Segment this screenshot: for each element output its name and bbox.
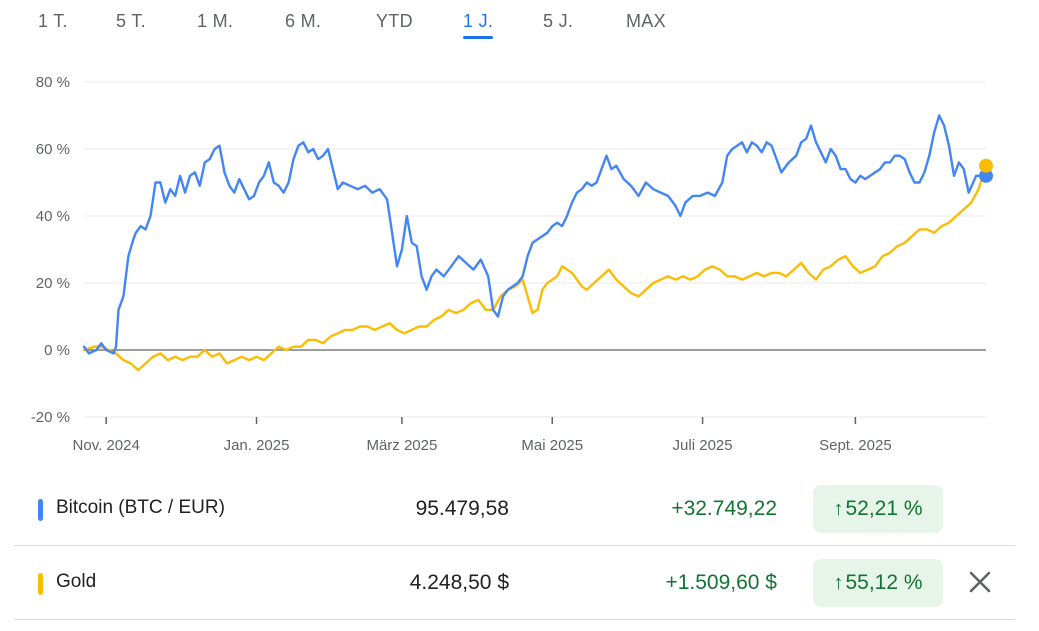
series-name: Bitcoin (BTC / EUR) xyxy=(56,497,225,518)
arrow-up-icon: ↑ xyxy=(833,498,844,520)
tab-1-day[interactable]: 1 T. xyxy=(38,11,68,31)
series-change: +1.509,60 $ xyxy=(665,571,777,594)
series-endpoint-gold xyxy=(979,158,993,173)
tab-6-months[interactable]: 6 M. xyxy=(285,11,322,31)
percent-change-badge: ↑55,12 % xyxy=(813,559,943,607)
x-tick-label: Jan. 2025 xyxy=(224,437,290,454)
series-price: 95.479,58 xyxy=(415,497,509,520)
tab-5-years[interactable]: 5 J. xyxy=(543,11,574,31)
tab-5-days[interactable]: 5 T. xyxy=(116,11,146,31)
range-tabs: 1 T. 5 T. 1 M. 6 M. YTD 1 J. 5 J. MAX xyxy=(0,0,1039,44)
comparison-chart[interactable]: 80 % 60 % 40 % 20 % 0 % -20 % Nov. 2024 Jan. 2… xyxy=(0,60,1039,470)
series-change: +32.749,22 xyxy=(671,497,777,520)
percent-change-value: 55,12 % xyxy=(845,571,923,594)
x-tick-label: März 2025 xyxy=(366,437,437,454)
tab-ytd[interactable]: YTD xyxy=(376,11,413,31)
percent-change-value: 52,21 % xyxy=(845,497,923,520)
arrow-up-icon: ↑ xyxy=(833,572,844,594)
x-tick-label: Mai 2025 xyxy=(521,437,583,454)
x-axis: Nov. 2024 Jan. 2025 März 2025 Mai 2025 Juli … xyxy=(73,417,892,454)
y-tick-label: 20 % xyxy=(36,275,70,292)
series-color-swatch xyxy=(38,499,43,521)
series-endpoint-bitcoin xyxy=(979,168,993,183)
tab-1-year[interactable]: 1 J. xyxy=(463,8,494,39)
tab-1-month[interactable]: 1 M. xyxy=(197,11,234,31)
y-tick-label: 60 % xyxy=(36,141,70,158)
y-tick-label: 40 % xyxy=(36,208,70,225)
series-color-swatch xyxy=(38,573,43,595)
x-tick-label: Juli 2025 xyxy=(673,437,733,454)
series-line-gold xyxy=(82,164,988,372)
y-tick-label: 80 % xyxy=(36,74,70,91)
series-name: Gold xyxy=(56,571,97,592)
tab-max[interactable]: MAX xyxy=(626,11,666,31)
percent-change-badge: ↑52,21 % xyxy=(813,485,943,533)
series-price: 4.248,50 $ xyxy=(409,571,509,594)
series-row-bitcoin[interactable]: Bitcoin (BTC / EUR) 95.479,58 +32.749,22… xyxy=(14,473,1015,546)
chart-grid: 80 % 60 % 40 % 20 % 0 % -20 % xyxy=(31,74,986,426)
x-tick-label: Sept. 2025 xyxy=(819,437,892,454)
y-tick-label: 0 % xyxy=(44,342,70,359)
y-tick-label: -20 % xyxy=(31,409,70,426)
series-line-bitcoin xyxy=(82,114,988,355)
close-icon[interactable] xyxy=(967,569,993,595)
chart-series xyxy=(82,114,993,372)
series-row-gold[interactable]: Gold 4.248,50 $ +1.509,60 $ ↑55,12 % xyxy=(14,547,1015,620)
x-tick-label: Nov. 2024 xyxy=(73,437,140,454)
